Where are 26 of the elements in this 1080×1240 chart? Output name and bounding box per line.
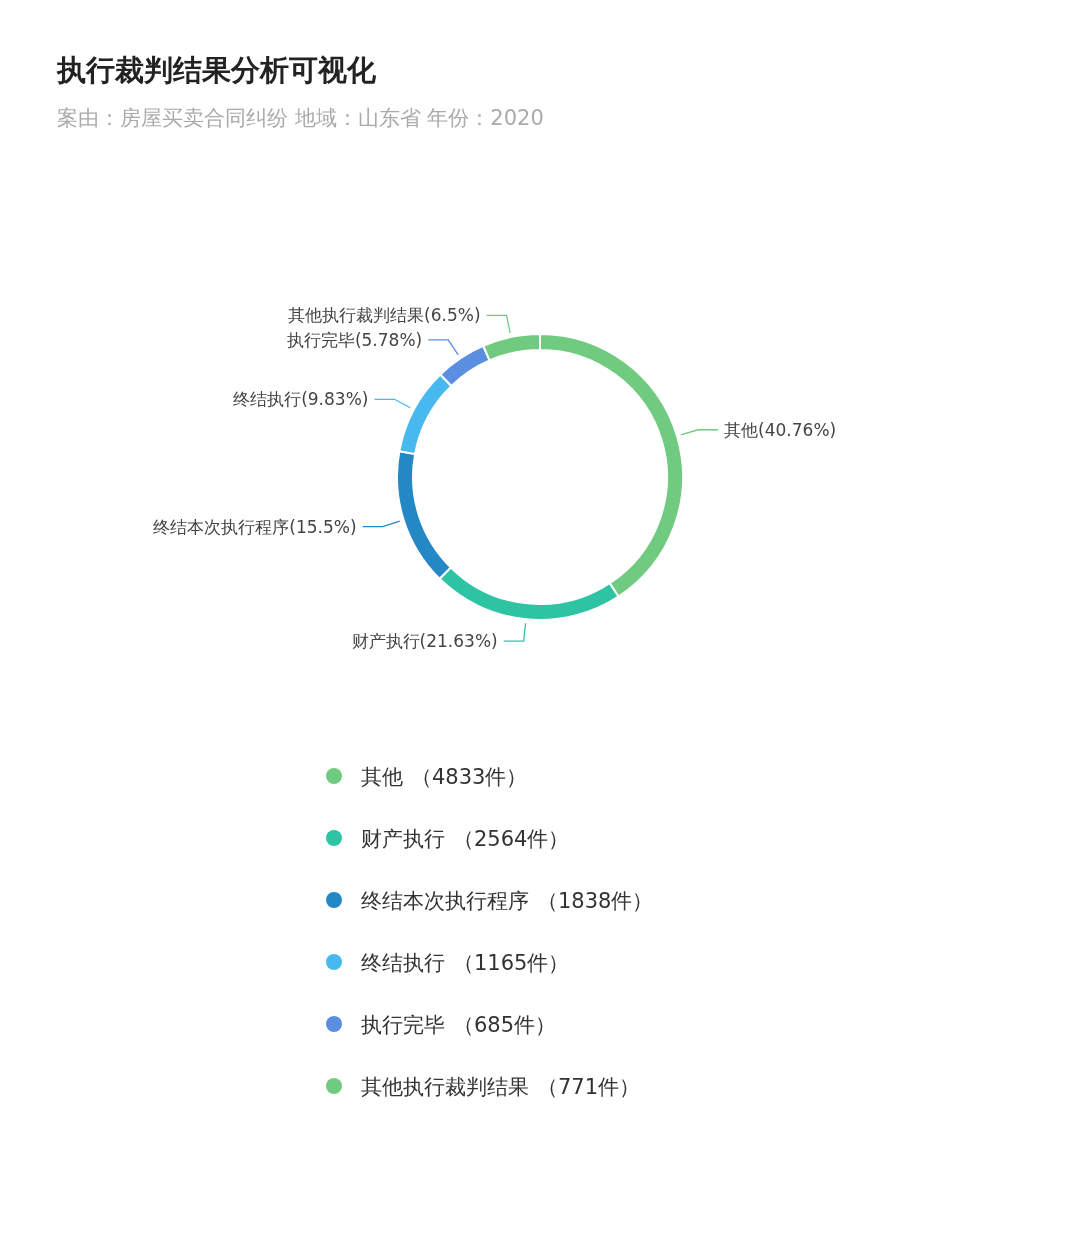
chart-title: 执行裁判结果分析可视化 xyxy=(56,53,377,87)
donut-slice xyxy=(398,373,453,456)
category-label: 终结执行(9.83%) xyxy=(233,389,369,410)
text: （2564件） xyxy=(453,827,570,851)
legend-label: 执行完毕 xyxy=(361,1013,445,1037)
text: （4833件） xyxy=(411,765,528,789)
legend-label: 其他 xyxy=(361,765,403,789)
category-label: 执行完毕(5.78%) xyxy=(286,329,423,350)
text: （1165件） xyxy=(453,951,570,975)
text: （771件） xyxy=(537,1075,641,1099)
text: （685件） xyxy=(453,1013,557,1037)
category-label: 其他(40.76%) xyxy=(724,419,837,440)
donut-slice xyxy=(482,333,541,362)
legend-label: 其他执行裁判结果 xyxy=(361,1075,529,1099)
text: （1838件） xyxy=(537,889,654,913)
category-label: 财产执行(21.63%) xyxy=(351,631,498,652)
donut-slice xyxy=(539,333,684,598)
legend-label: 终结执行 xyxy=(361,951,445,975)
category-label: 其他执行裁判结果(6.5%) xyxy=(288,305,481,326)
chart-subtitle: 案由：房屋买卖合同纠纷 地域：山东省 年份：2020 xyxy=(57,106,544,130)
legend-label: 终结本次执行程序 xyxy=(361,889,529,913)
donut-slice xyxy=(438,566,620,621)
donut-slice xyxy=(396,450,452,580)
legend-label: 财产执行 xyxy=(361,827,445,851)
category-label: 终结本次执行程序(15.5%) xyxy=(153,516,357,537)
donut-slice xyxy=(439,344,491,387)
